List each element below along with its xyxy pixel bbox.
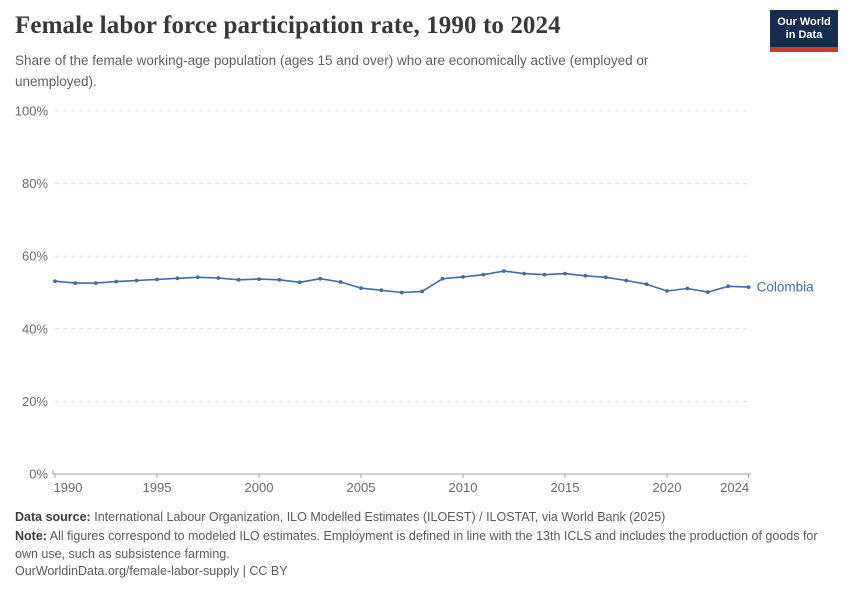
data-point-marker [93,281,98,285]
data-point-marker [624,278,629,283]
x-axis-tick-label: 2005 [347,480,376,495]
x-axis-tick-label: 2024 [720,480,749,495]
series-line [54,270,750,294]
x-axis-tick-label: 1995 [143,480,172,495]
y-axis-tick-label: 80% [22,176,48,191]
data-point-marker [134,278,139,283]
owid-logo: Our World in Data [770,10,838,52]
data-point-marker [379,288,384,293]
x-axis-tick-label: 2020 [653,480,682,495]
data-source-line: Data source: International Labour Organi… [15,509,837,527]
y-axis-tick-label: 100% [15,104,49,119]
data-point-marker [542,272,547,277]
data-point-marker [644,282,649,287]
owid-logo-line2: in Data [785,28,823,41]
data-point-marker [53,279,57,284]
note-text: All figures correspond to modeled ILO es… [15,529,818,561]
y-axis-tick-label: 40% [22,321,48,336]
data-point-marker [399,290,404,295]
data-point-marker [216,276,221,280]
note-line: Note: All figures correspond to modeled … [15,528,837,563]
data-point-marker [726,284,731,289]
x-axis-tick-label: 2000 [245,480,274,495]
citation-line: OurWorldinData.org/female-labor-supply |… [15,564,288,578]
data-point-marker [338,280,343,284]
data-point-marker [481,272,486,277]
chart-title: Female labor force participation rate, 1… [15,12,561,39]
data-point-marker [461,275,465,279]
data-point-marker [685,286,690,291]
owid-logo-line1: Our World [777,15,831,28]
chart-subtitle: Share of the female working-age populati… [15,53,649,89]
x-axis-tick-label: 2015 [551,480,580,495]
data-point-marker [277,277,282,282]
data-point-marker [705,290,710,294]
data-source-text: International Labour Organization, ILO M… [94,510,666,524]
data-point-marker [73,281,78,285]
data-point-marker [195,275,200,280]
note-label: Note: [15,529,47,543]
data-point-marker [583,273,588,278]
data-point-marker [563,271,567,276]
data-point-marker [420,289,425,294]
data-point-marker [155,277,159,282]
data-point-marker [746,285,751,289]
series-label: Colombia [757,280,815,295]
data-point-marker [318,276,323,281]
data-point-marker [522,271,527,276]
y-axis-tick-label: 60% [22,249,48,264]
data-point-marker [501,269,506,273]
data-point-marker [236,277,241,282]
data-source-label: Data source: [15,510,91,524]
data-point-marker [603,275,608,280]
y-axis-tick-label: 0% [29,467,48,482]
data-point-marker [175,276,180,281]
data-point-marker [257,277,261,281]
y-axis-tick-label: 20% [22,394,48,409]
x-axis-tick-label: 2010 [449,480,478,495]
data-point-marker [665,289,669,293]
data-point-marker [359,286,363,290]
x-axis-tick-label: 1990 [54,480,83,495]
data-point-marker [440,276,445,281]
data-point-marker [114,279,119,284]
data-point-marker [297,280,302,285]
